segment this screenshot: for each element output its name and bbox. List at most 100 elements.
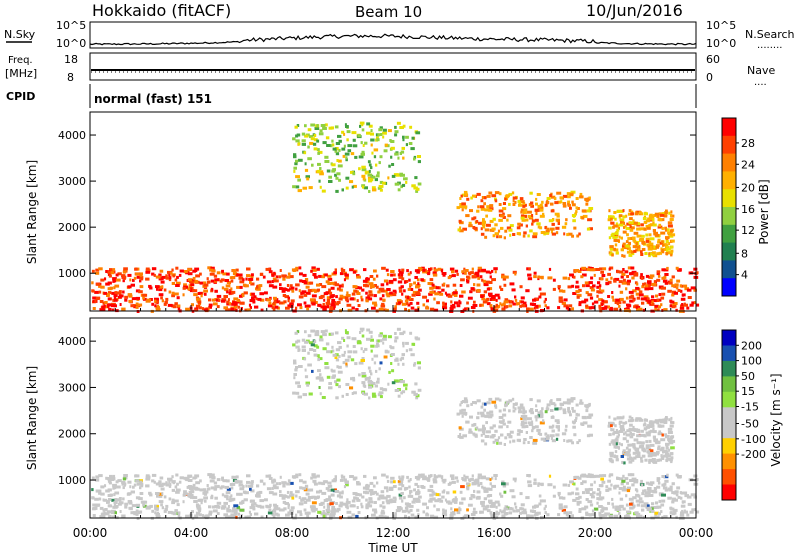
power-cell — [334, 149, 338, 153]
power-cell — [289, 302, 294, 306]
power-cell — [334, 147, 339, 150]
velocity-cell — [251, 503, 255, 507]
velocity-cell — [190, 490, 195, 494]
velocity-cell — [347, 350, 353, 354]
velocity-cell — [312, 475, 317, 479]
power-cell — [541, 200, 544, 204]
velocity-cell — [617, 433, 620, 437]
velocity-cell — [563, 511, 569, 515]
power-cell — [596, 294, 599, 298]
power-cell — [518, 203, 523, 207]
velocity-cell — [318, 338, 324, 342]
power-cell — [508, 304, 513, 308]
velocity-cell — [640, 479, 643, 483]
velocity-cell — [185, 514, 190, 518]
power-cell — [523, 208, 528, 212]
velocity-cell — [486, 401, 491, 405]
power-cell — [169, 271, 173, 275]
power-cell — [579, 192, 583, 196]
velocity-cell — [498, 409, 502, 413]
power-cell — [681, 293, 684, 297]
power-cell — [390, 270, 395, 273]
power-cell — [110, 269, 114, 273]
velocity-cell — [371, 392, 376, 396]
power-cell — [338, 148, 341, 152]
velocity-cell — [607, 512, 610, 516]
velocity-cell — [540, 413, 544, 417]
velocity-cell — [329, 484, 333, 488]
power-cell — [392, 278, 397, 282]
power-cell — [607, 305, 610, 309]
colorbar-swatch — [722, 345, 736, 362]
velocity-cell — [321, 482, 325, 486]
power-cell — [647, 247, 653, 251]
power-cell — [644, 297, 649, 301]
velocity-cell — [464, 514, 467, 518]
power-cell — [251, 292, 255, 296]
velocity-cell — [131, 504, 137, 508]
velocity-cell — [654, 514, 658, 518]
power-cell — [165, 297, 169, 301]
velocity-cell — [416, 361, 421, 365]
velocity-cell — [292, 475, 296, 479]
power-cell — [401, 302, 407, 306]
power-cell — [528, 216, 534, 220]
power-cell — [607, 272, 611, 276]
xtick-label: 16:00 — [477, 526, 512, 540]
power-cell — [156, 298, 159, 302]
velocity-cell — [386, 494, 391, 498]
velocity-cell — [239, 492, 243, 496]
velocity-cell — [115, 480, 119, 484]
velocity-cell — [332, 353, 337, 357]
power-cell — [544, 297, 547, 301]
power-cell — [514, 295, 517, 299]
velocity-cell — [596, 497, 601, 501]
power-cell — [611, 295, 614, 299]
power-cell — [221, 286, 225, 290]
velocity-cell — [414, 482, 418, 486]
velocity-cell — [613, 431, 618, 434]
velocity-cell — [444, 509, 447, 513]
power-cell — [165, 274, 168, 278]
velocity-cell — [528, 423, 534, 426]
velocity-cell — [422, 475, 426, 479]
velocity-cell — [618, 487, 623, 490]
velocity-cell — [411, 500, 416, 504]
velocity-cell — [385, 499, 391, 503]
power-cell — [330, 286, 335, 290]
power-cell — [416, 301, 420, 305]
power-cell — [393, 173, 399, 177]
power-cell — [475, 274, 480, 278]
velocity-cell — [326, 503, 332, 507]
power-cell — [131, 297, 137, 301]
velocity-cell — [117, 502, 122, 506]
velocity-cell — [190, 510, 194, 514]
velocity-cell — [661, 493, 666, 497]
velocity-cell — [542, 419, 545, 423]
power-cell — [568, 304, 573, 308]
power-cell — [637, 248, 641, 252]
velocity-cell — [107, 479, 112, 483]
velocity-cell — [354, 496, 358, 500]
power-cell — [391, 163, 395, 166]
power-cell — [611, 253, 614, 257]
power-scatter — [91, 121, 700, 313]
power-cell — [525, 224, 528, 228]
velocity-cell — [290, 506, 295, 510]
power-cell — [528, 203, 533, 207]
velocity-cell — [509, 440, 512, 444]
velocity-cell — [303, 500, 308, 504]
velocity-cell — [225, 491, 231, 495]
velocity-cell — [556, 398, 562, 402]
velocity-cell — [279, 493, 283, 497]
power-cell — [589, 268, 595, 272]
power-cell — [122, 290, 125, 294]
velocity-cell — [489, 504, 493, 508]
power-cell — [295, 175, 300, 179]
velocity-cell — [279, 490, 282, 494]
power-cell — [557, 285, 561, 289]
power-cell — [98, 290, 102, 294]
velocity-cell — [563, 505, 568, 509]
velocity-cell — [679, 475, 682, 478]
